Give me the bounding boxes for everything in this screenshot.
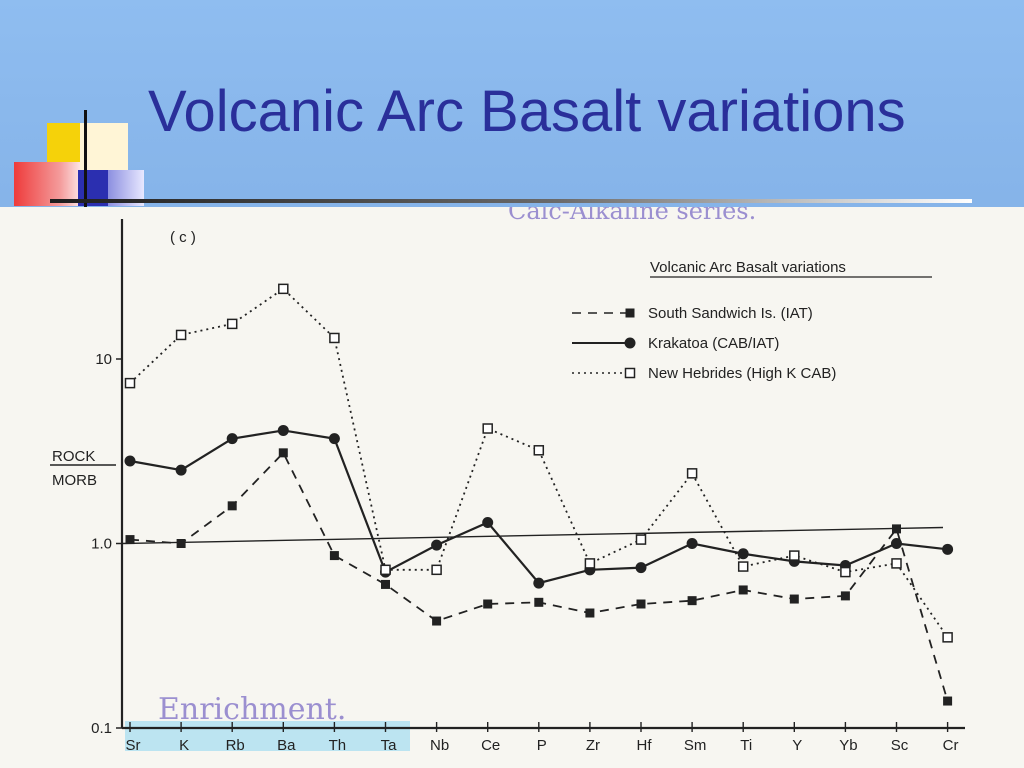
spider-diagram: Calc-Alkaline series. Enrichment. ( c ) … [50,207,965,754]
data-point [432,616,442,626]
data-point [624,367,636,379]
data-point [789,594,799,604]
x-tick-label: P [537,737,547,754]
data-point [943,696,953,706]
data-point [278,283,289,295]
data-point [227,501,237,511]
data-point [625,308,635,318]
data-point [176,539,186,548]
data-point [381,579,390,589]
highlighter-band [125,721,410,751]
x-tick-label: Sm [684,737,707,754]
data-point [892,524,901,534]
data-point [891,538,902,549]
y-axis-label-morb: MORB [52,472,97,489]
data-point [431,539,443,551]
data-point [687,596,697,606]
legend-item: Krakatoa (CAB/IAT) [572,335,779,352]
chart-panel: Calc-Alkaline series. Enrichment. ( c ) … [0,207,1024,768]
data-point [942,543,954,555]
data-point [737,561,749,572]
legend-label: Krakatoa (CAB/IAT) [648,335,779,352]
data-point [624,337,636,349]
data-point [328,433,340,445]
x-tick-label: Nb [430,737,449,754]
y-tick-label: 10 [95,351,112,368]
x-tick-label: Sr [126,737,141,754]
data-point [226,433,238,445]
data-point [789,550,800,561]
legend-item: New Hebrides (High K CAB) [572,365,836,382]
handwritten-annotation-top: Calc-Alkaline series. [508,207,756,225]
x-tick-label: K [179,737,189,754]
data-point [431,564,442,576]
y-tick-label: 0.1 [91,720,112,737]
series-2 [124,283,953,643]
data-point [124,377,136,389]
data-point [483,599,493,609]
x-tick-label: Y [792,737,802,754]
x-tick-label: Yb [839,737,857,754]
data-point [380,564,391,576]
data-point [124,455,136,467]
title-decoration-vertical-line [84,110,87,210]
data-point [175,329,187,341]
title-decoration-red-square [14,162,80,206]
data-point [329,332,340,344]
data-point [635,534,647,545]
x-tick-label: Ta [381,737,398,754]
reference-line-1 [121,526,944,545]
title-decoration-cream-square [80,123,128,171]
data-point [686,538,698,549]
x-tick-label: Rb [226,737,245,754]
x-tick-label: Ba [277,737,296,754]
data-point [226,318,238,330]
x-tick-label: Ce [481,737,500,754]
legend-label: New Hebrides (High K CAB) [648,365,836,382]
data-point [175,464,187,476]
data-point [635,562,647,574]
title-divider-line [50,199,972,203]
title-decoration-yellow-square [47,123,80,165]
data-point [533,577,545,589]
legend-item: South Sandwich Is. (IAT) [572,305,813,322]
data-point [277,424,289,436]
legend-title: Volcanic Arc Basalt variations [650,259,846,276]
legend: Volcanic Arc Basalt variations South San… [572,259,932,382]
data-point [891,558,902,569]
data-point [125,535,135,545]
x-tick-label: Zr [586,737,600,754]
data-point [329,551,339,561]
data-point [482,423,493,434]
panel-label: ( c ) [170,229,196,246]
data-point [533,445,545,456]
data-point [584,558,596,569]
data-point [686,468,698,479]
data-point [278,448,288,458]
x-tick-label: Hf [637,737,653,754]
data-point [534,597,544,607]
data-point [738,585,748,595]
data-point [737,548,749,560]
series-line [129,287,949,638]
y-axis-label-rock: ROCK [52,448,95,465]
data-point [942,632,953,643]
x-tick-label: Th [329,737,347,754]
legend-label: South Sandwich Is. (IAT) [648,305,813,322]
series-line [129,451,949,702]
x-tick-label: Ti [740,737,752,754]
series-0 [125,448,953,706]
x-tick-label: Sc [891,737,909,754]
y-tick-label: 1.0 [91,536,112,553]
data-point [840,566,851,578]
x-tick-label: Cr [943,737,959,754]
data-point [585,608,595,618]
data-point [636,599,646,609]
data-point [840,591,850,601]
slide-title: Volcanic Arc Basalt variations [148,79,906,144]
data-point [482,516,494,528]
handwritten-annotation-bottom: Enrichment. [158,692,346,727]
